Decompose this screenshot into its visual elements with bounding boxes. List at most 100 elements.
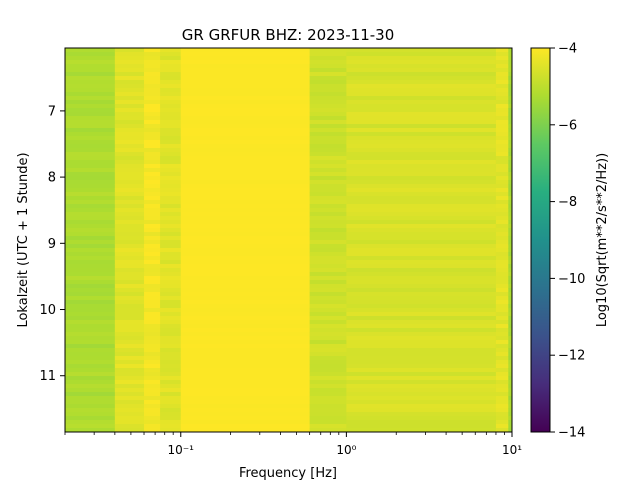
heatmap-cell xyxy=(495,60,509,65)
heatmap-cell xyxy=(114,276,145,281)
heatmap-cell xyxy=(160,384,182,389)
heatmap-cell xyxy=(508,108,513,113)
heatmap-cell xyxy=(114,96,145,101)
heatmap-cell xyxy=(180,88,311,93)
heatmap-cell xyxy=(309,108,347,113)
heatmap-cell xyxy=(508,320,513,325)
heatmap-cell xyxy=(309,404,347,409)
heatmap-band xyxy=(114,48,145,433)
heatmap-cell xyxy=(346,380,497,385)
heatmap-cell xyxy=(346,316,497,321)
heatmap-cell xyxy=(160,360,182,365)
heatmap-cell xyxy=(495,112,509,117)
heatmap-cell xyxy=(508,356,513,361)
heatmap-cell xyxy=(65,260,116,265)
heatmap-cell xyxy=(144,340,161,345)
heatmap-cell xyxy=(180,120,311,125)
heatmap-cell xyxy=(160,352,182,357)
heatmap-cell xyxy=(495,48,509,53)
heatmap-cell xyxy=(144,284,161,289)
heatmap-cell xyxy=(114,380,145,385)
heatmap-cell xyxy=(309,200,347,205)
heatmap-cell xyxy=(309,268,347,273)
heatmap-cell xyxy=(65,64,116,69)
heatmap-cell xyxy=(114,148,145,153)
heatmap-cell xyxy=(346,416,497,421)
heatmap-cell xyxy=(144,368,161,373)
heatmap-cell xyxy=(495,216,509,221)
heatmap-cell xyxy=(114,68,145,73)
heatmap-cell xyxy=(180,200,311,205)
heatmap-cell xyxy=(309,364,347,369)
heatmap-cell xyxy=(309,408,347,413)
heatmap-cell xyxy=(346,92,497,97)
heatmap-band xyxy=(508,48,513,433)
heatmap-cell xyxy=(144,84,161,89)
heatmap-cell xyxy=(508,288,513,293)
heatmap-cell xyxy=(346,412,497,417)
heatmap-cell xyxy=(495,104,509,109)
heatmap-cell xyxy=(65,212,116,217)
heatmap-cell xyxy=(309,264,347,269)
heatmap-cell xyxy=(495,176,509,181)
heatmap-cell xyxy=(160,284,182,289)
heatmap-cell xyxy=(346,48,497,53)
heatmap-cell xyxy=(114,112,145,117)
heatmap-cell xyxy=(180,308,311,313)
heatmap-cell xyxy=(180,244,311,249)
heatmap-cell xyxy=(114,404,145,409)
heatmap-cell xyxy=(346,192,497,197)
heatmap-cell xyxy=(309,248,347,253)
heatmap-cell xyxy=(495,376,509,381)
heatmap-cell xyxy=(180,248,311,253)
heatmap-cell xyxy=(180,348,311,353)
heatmap-cell xyxy=(346,304,497,309)
heatmap-cell xyxy=(309,304,347,309)
heatmap-cell xyxy=(144,364,161,369)
heatmap-cell xyxy=(495,260,509,265)
heatmap-cell xyxy=(309,100,347,105)
heatmap-cell xyxy=(114,64,145,69)
heatmap-cell xyxy=(65,252,116,257)
heatmap-cell xyxy=(180,232,311,237)
heatmap-cell xyxy=(144,132,161,137)
heatmap-cell xyxy=(114,224,145,229)
heatmap-cell xyxy=(495,84,509,89)
heatmap-cell xyxy=(346,76,497,81)
heatmap-cell xyxy=(160,196,182,201)
heatmap-cell xyxy=(180,412,311,417)
heatmap-cell xyxy=(346,224,497,229)
heatmap-cell xyxy=(180,104,311,109)
heatmap-cell xyxy=(495,380,509,385)
heatmap-cell xyxy=(144,292,161,297)
heatmap-cell xyxy=(495,308,509,313)
heatmap-cell xyxy=(508,120,513,125)
plot-frame xyxy=(64,47,513,433)
heatmap-cell xyxy=(160,220,182,225)
heatmap-cell xyxy=(114,392,145,397)
heatmap-cell xyxy=(309,272,347,277)
heatmap-cell xyxy=(508,344,513,349)
heatmap-cell xyxy=(508,164,513,169)
heatmap-cell xyxy=(65,416,116,421)
heatmap-cell xyxy=(144,264,161,269)
heatmap-cell xyxy=(114,268,145,273)
heatmap-cell xyxy=(508,76,513,81)
heatmap-cell xyxy=(65,376,116,381)
heatmap-cell xyxy=(114,244,145,249)
heatmap-cell xyxy=(309,88,347,93)
heatmap-cell xyxy=(144,240,161,245)
heatmap-cell xyxy=(114,304,145,309)
heatmap-cell xyxy=(346,252,497,257)
heatmap-cell xyxy=(495,356,509,361)
heatmap-cell xyxy=(495,364,509,369)
heatmap-cell xyxy=(508,420,513,425)
heatmap-cell xyxy=(65,180,116,185)
heatmap-cell xyxy=(495,268,509,273)
heatmap-cell xyxy=(65,404,116,409)
heatmap-cell xyxy=(180,376,311,381)
heatmap-cell xyxy=(180,112,311,117)
heatmap-cell xyxy=(144,56,161,61)
heatmap-cell xyxy=(309,420,347,425)
heatmap-cell xyxy=(160,252,182,257)
